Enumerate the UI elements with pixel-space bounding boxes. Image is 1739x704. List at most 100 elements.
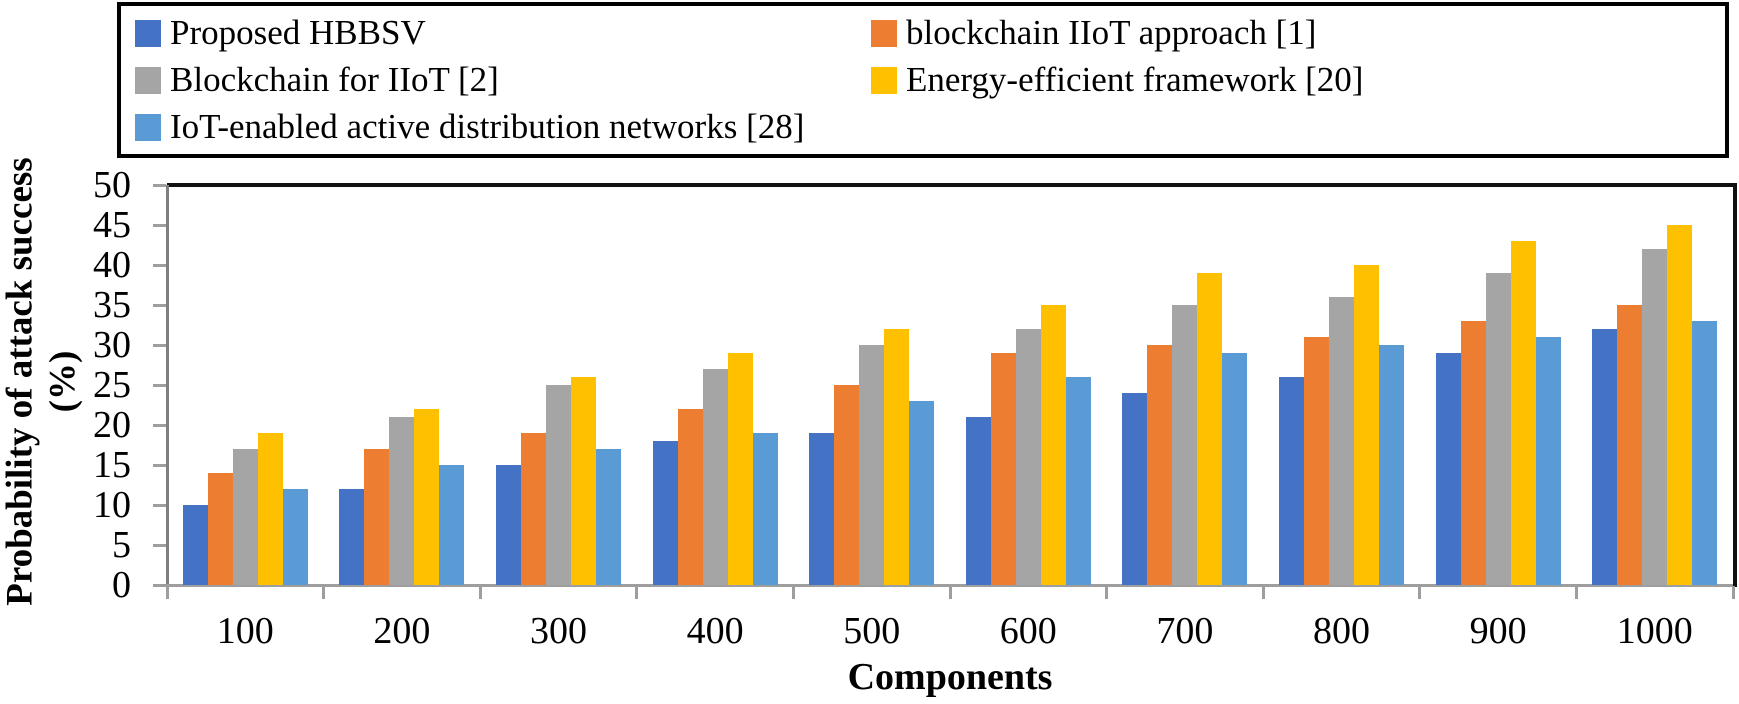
legend-label: IoT-enabled active distribution networks… [170, 107, 805, 146]
legend-color-swatch [135, 66, 161, 94]
legend-color-swatch [871, 19, 897, 47]
bar [1617, 305, 1643, 585]
bar [1172, 305, 1198, 585]
y-tick-mark [153, 383, 166, 387]
chart-legend: Proposed HBBSV blockchain IIoT approach … [117, 2, 1729, 158]
bar [834, 385, 860, 585]
y-tick-label: 0 [112, 564, 131, 606]
y-tick-label: 15 [93, 444, 131, 486]
bar [1485, 273, 1511, 585]
legend-item: Blockchain for IIoT [2] [135, 60, 871, 100]
bar [1642, 249, 1668, 585]
bar [809, 433, 835, 585]
bar [752, 433, 778, 585]
y-tick-label: 20 [93, 404, 131, 446]
y-tick-mark [153, 303, 166, 307]
bar-group [480, 185, 637, 585]
x-tick-mark [948, 586, 952, 599]
y-tick-mark [153, 503, 166, 507]
bar [545, 385, 571, 585]
bar [364, 449, 390, 585]
bar [1147, 345, 1173, 585]
legend-item: Energy-efficient framework [20] [871, 60, 1725, 100]
bar [207, 473, 233, 585]
bar-group [1576, 185, 1733, 585]
x-tick-label: 100 [216, 610, 274, 652]
bar-group [167, 185, 324, 585]
bar [965, 417, 991, 585]
y-tick-mark [153, 223, 166, 227]
bar [1040, 305, 1066, 585]
x-tick-mark [791, 586, 795, 599]
bar [1378, 345, 1404, 585]
bar [1460, 321, 1486, 585]
x-tick-mark [635, 586, 639, 599]
bar-group [1263, 185, 1420, 585]
plot-border-top [167, 183, 1737, 187]
bar [232, 449, 258, 585]
x-tick-mark [1261, 586, 1265, 599]
y-tick-label: 50 [93, 164, 131, 206]
x-tick-label: 1000 [1616, 610, 1693, 652]
y-tick-mark [153, 543, 166, 547]
y-tick-mark [153, 263, 166, 267]
bar-group [637, 185, 794, 585]
bar [859, 345, 885, 585]
plot-area [153, 183, 1737, 587]
y-axis-line [166, 185, 169, 585]
x-tick-label: 700 [1156, 610, 1214, 652]
bar [1692, 321, 1718, 585]
x-tick-mark [165, 586, 169, 599]
x-tick-label: 300 [529, 610, 587, 652]
bar [520, 433, 546, 585]
x-tick-label: 500 [843, 610, 901, 652]
bar-group [1420, 185, 1577, 585]
x-tick-label: 600 [999, 610, 1057, 652]
legend-color-swatch [871, 66, 897, 94]
x-tick-mark [478, 586, 482, 599]
bar [439, 465, 465, 585]
bar [1303, 337, 1329, 585]
y-tick-label: 45 [93, 204, 131, 246]
bar [570, 377, 596, 585]
bar [677, 409, 703, 585]
x-tick-label: 400 [686, 610, 744, 652]
bar [1535, 337, 1561, 585]
legend-item: Proposed HBBSV [135, 13, 871, 53]
bar [414, 409, 440, 585]
y-tick-label: 40 [93, 244, 131, 286]
y-tick-mark [153, 423, 166, 427]
bar-group [793, 185, 950, 585]
bar [1435, 353, 1461, 585]
bar [727, 353, 753, 585]
bar [1197, 273, 1223, 585]
x-axis-line [153, 584, 1733, 587]
bar [595, 449, 621, 585]
bar [884, 329, 910, 585]
bar [1122, 393, 1148, 585]
x-tick-label: 200 [373, 610, 431, 652]
y-tick-label: 25 [93, 364, 131, 406]
bar [1278, 377, 1304, 585]
y-tick-label: 5 [112, 524, 131, 566]
legend-label: Proposed HBBSV [170, 13, 426, 52]
x-tick-mark [1105, 586, 1109, 599]
x-tick-mark [1418, 586, 1422, 599]
bar [257, 433, 283, 585]
x-tick-mark [1731, 586, 1735, 599]
bar-group [950, 185, 1107, 585]
bar [1510, 241, 1536, 585]
bar [1353, 265, 1379, 585]
legend-label: Energy-efficient framework [20] [906, 60, 1364, 99]
y-tick-mark [153, 183, 166, 187]
bar [1065, 377, 1091, 585]
y-tick-mark [153, 343, 166, 347]
bar-group [1107, 185, 1264, 585]
bar [990, 353, 1016, 585]
x-tick-label: 900 [1469, 610, 1527, 652]
x-tick-mark [1574, 586, 1578, 599]
legend-color-swatch [135, 113, 161, 141]
bar [495, 465, 521, 585]
bar [389, 417, 415, 585]
